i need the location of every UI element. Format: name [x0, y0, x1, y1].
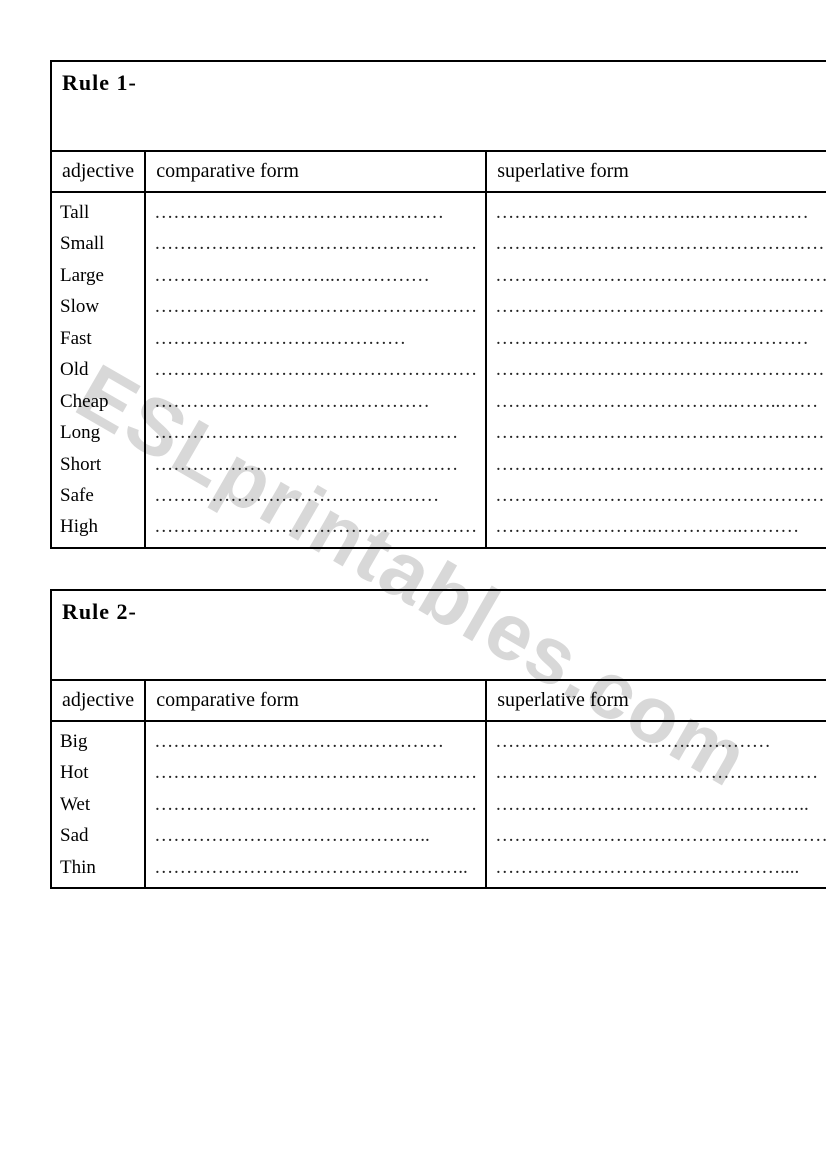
rule1-comparative-cell[interactable]: …………………………….……………………………………………………………………………	[145, 192, 486, 548]
rule1-table: Rule 1- adjective comparative form super…	[50, 60, 826, 549]
fill-line: ……………………………………………	[154, 228, 477, 259]
fill-line: ………………………………………....	[495, 852, 826, 883]
adjective-item: Long	[60, 417, 136, 448]
adjective-item: Small	[60, 228, 136, 259]
fill-line: …………………………..…………	[495, 726, 826, 757]
rule2-title-cell: Rule 2-	[51, 590, 826, 680]
rule1-superlative-cell[interactable]: …………………………..……………………………………………………………………………	[486, 192, 826, 548]
rule2-table: Rule 2- adjective comparative form super…	[50, 589, 826, 889]
fill-line: ……………………..…………..………	[495, 511, 826, 542]
rule2-adjectives-list: BigHotWetSadThin	[60, 726, 136, 883]
adjective-item: Big	[60, 726, 136, 757]
rule1-comparative-list: …………………………….……………………………………………………………………………	[154, 197, 477, 543]
fill-line: …………………………………………..	[495, 789, 826, 820]
adjective-item: Wet	[60, 789, 136, 820]
rule1-title: Rule 1-	[62, 70, 137, 95]
fill-line: …………………………………………..	[154, 852, 477, 883]
fill-line: …………………………………………………..	[495, 449, 826, 480]
document-content: Rule 1- adjective comparative form super…	[50, 60, 776, 889]
fill-line: …………………………………………………	[495, 291, 826, 322]
fill-line: ………………………………………	[154, 480, 477, 511]
rule1-title-cell: Rule 1-	[51, 61, 826, 151]
fill-line: ………………………………………..……	[495, 820, 826, 851]
fill-line: ……………………………………..	[154, 820, 477, 851]
rule2-header-row: adjective comparative form superlative f…	[51, 680, 826, 721]
adjective-item: Sad	[60, 820, 136, 851]
fill-line: ……………………….…………	[154, 323, 477, 354]
rule1-header-row: adjective comparative form superlative f…	[51, 151, 826, 192]
fill-line: …………………………………………………	[495, 354, 826, 385]
adjective-item: Tall	[60, 197, 136, 228]
rule1-superlative-list: …………………………..……………………………………………………………………………	[495, 197, 826, 543]
header-comparative: comparative form	[145, 680, 486, 721]
header-adjective: adjective	[51, 680, 145, 721]
header-superlative: superlative form	[486, 151, 826, 192]
fill-line: …………………………………………	[154, 449, 477, 480]
fill-line: ………………………………………..……	[495, 260, 826, 291]
rule2-comparative-cell[interactable]: …………………………….……………………………………………………………………………	[145, 721, 486, 888]
rule1-body-row: TallSmallLargeSlowFastOldCheapLongShortS…	[51, 192, 826, 548]
rule2-title: Rule 2-	[62, 599, 137, 624]
fill-line: ……………………………………………	[495, 757, 826, 788]
header-adjective: adjective	[51, 151, 145, 192]
adjective-item: Old	[60, 354, 136, 385]
fill-line: ……………………………………………	[154, 511, 477, 542]
fill-line: …………………………..………………	[495, 197, 826, 228]
adjective-item: Large	[60, 260, 136, 291]
header-comparative: comparative form	[145, 151, 486, 192]
fill-line: ………………………..……………	[154, 260, 477, 291]
fill-line: …………………………….…………	[154, 197, 477, 228]
adjective-item: Fast	[60, 323, 136, 354]
rule2-superlative-cell[interactable]: …………………………..……………………………………………………………………………	[486, 721, 826, 888]
rule2-superlative-list: …………………………..……………………………………………………………………………	[495, 726, 826, 883]
fill-line: ………………………………..……..……	[495, 386, 826, 417]
rule1-adjectives-cell: TallSmallLargeSlowFastOldCheapLongShortS…	[51, 192, 145, 548]
adjective-item: Short	[60, 449, 136, 480]
adjective-item: Safe	[60, 480, 136, 511]
rule2-body-row: BigHotWetSadThin …………………………….………………………………	[51, 721, 826, 888]
fill-line: ……………………………………………	[154, 757, 477, 788]
fill-line: ……………………………………………	[154, 354, 477, 385]
fill-line: ………………………………..…………	[495, 323, 826, 354]
fill-line: …………………………………………………	[495, 417, 826, 448]
fill-line: …………………………………………	[154, 417, 477, 448]
adjective-item: Hot	[60, 757, 136, 788]
fill-line: …………………………..…………	[154, 386, 477, 417]
rule2-comparative-list: …………………………….……………………………………………………………………………	[154, 726, 477, 883]
fill-line: …………………………….…………	[154, 726, 477, 757]
fill-line: ………………………………………………	[495, 228, 826, 259]
adjective-item: Slow	[60, 291, 136, 322]
adjective-item: Cheap	[60, 386, 136, 417]
fill-line: ……………………………………………	[154, 291, 477, 322]
adjective-item: Thin	[60, 852, 136, 883]
rule1-adjectives-list: TallSmallLargeSlowFastOldCheapLongShortS…	[60, 197, 136, 543]
fill-line: ……………………………………………	[154, 789, 477, 820]
header-superlative: superlative form	[486, 680, 826, 721]
rule2-adjectives-cell: BigHotWetSadThin	[51, 721, 145, 888]
fill-line: ………………………………………………	[495, 480, 826, 511]
adjective-item: High	[60, 511, 136, 542]
